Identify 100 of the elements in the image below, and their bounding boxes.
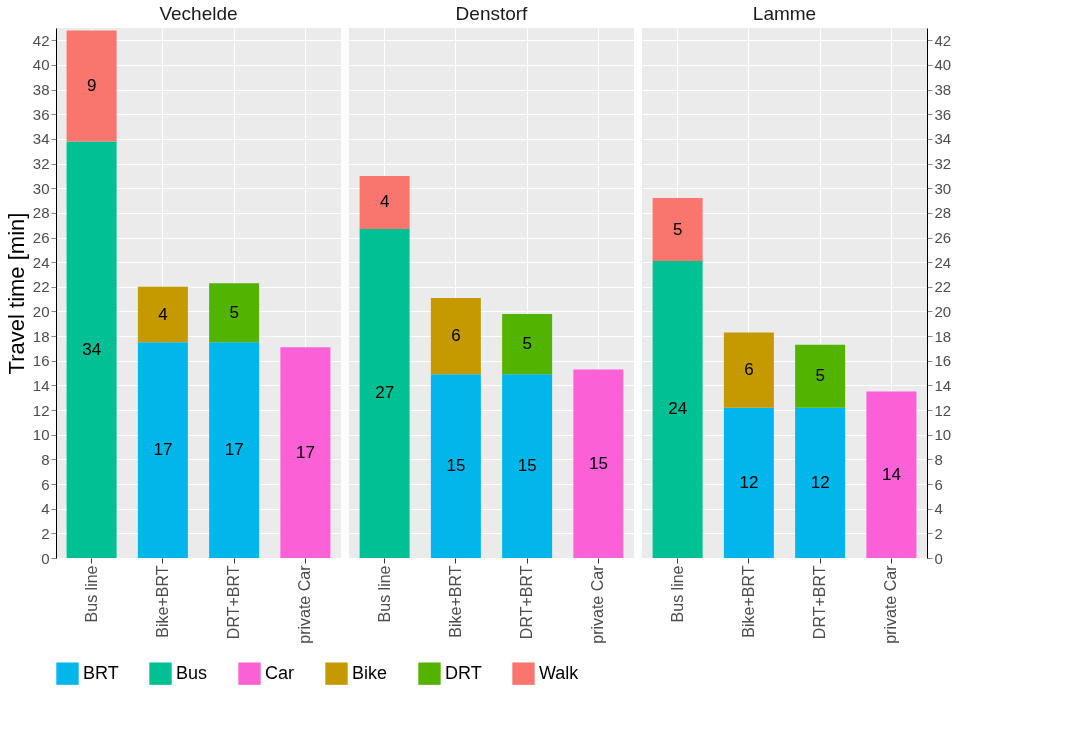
y-tick-label: 6 bbox=[934, 475, 943, 493]
y-tick-label: 14 bbox=[934, 376, 952, 394]
x-tick-label: Bike+BRT bbox=[153, 565, 171, 638]
bar bbox=[430, 374, 481, 558]
y-tick-label: 2 bbox=[934, 524, 943, 542]
chart-title: Denstorf bbox=[455, 3, 529, 24]
y-tick-label: 26 bbox=[934, 229, 952, 247]
y-tick-label: 4 bbox=[934, 500, 943, 518]
data-label: 6 bbox=[451, 326, 461, 346]
y-tick-label: 26 bbox=[32, 229, 50, 247]
y-tick-label: 18 bbox=[934, 327, 952, 345]
data-label: 5 bbox=[815, 366, 825, 386]
legend-label: DRT bbox=[445, 662, 482, 683]
bar bbox=[209, 342, 260, 558]
x-tick-label: Bus line bbox=[375, 565, 393, 623]
x-tick-label: private Car bbox=[296, 564, 314, 644]
data-label: 12 bbox=[739, 472, 759, 492]
data-label: 5 bbox=[672, 219, 683, 239]
data-label: 17 bbox=[295, 442, 315, 462]
y-tick-label: 20 bbox=[32, 302, 50, 320]
chart-title: Lamme bbox=[752, 3, 817, 24]
data-label: 4 bbox=[379, 192, 390, 212]
y-tick-label: 8 bbox=[934, 450, 943, 468]
legend-label: BRT bbox=[83, 662, 119, 683]
y-tick-label: 28 bbox=[32, 204, 50, 222]
y-tick-label: 32 bbox=[32, 155, 50, 173]
y-tick-label: 18 bbox=[32, 327, 50, 345]
y-tick-label: 22 bbox=[934, 278, 952, 296]
bar bbox=[209, 283, 260, 343]
data-label: 24 bbox=[668, 399, 688, 419]
x-tick-label: private Car bbox=[589, 564, 607, 644]
x-tick-label: DRT+BRT bbox=[518, 565, 536, 640]
y-tick-label: 6 bbox=[41, 475, 50, 493]
y-tick-label: 24 bbox=[32, 253, 50, 271]
data-label: 5 bbox=[229, 302, 239, 322]
y-tick-label: 28 bbox=[934, 204, 952, 222]
bar bbox=[502, 313, 553, 375]
data-label: 6 bbox=[744, 360, 754, 380]
data-label: 15 bbox=[588, 453, 608, 473]
y-tick-label: 30 bbox=[934, 179, 952, 197]
y-tick-label: 10 bbox=[934, 426, 952, 444]
data-label: 9 bbox=[86, 75, 97, 95]
y-tick-label: 42 bbox=[32, 31, 50, 49]
y-tick-label: 20 bbox=[934, 302, 952, 320]
y-tick-label: 12 bbox=[934, 401, 952, 419]
data-label: 17 bbox=[153, 440, 173, 460]
y-tick-label: 38 bbox=[934, 81, 952, 99]
y-tick-label: 42 bbox=[934, 31, 952, 49]
bar bbox=[137, 286, 188, 343]
y-tick-label: 4 bbox=[41, 500, 50, 518]
bar bbox=[502, 374, 553, 558]
bar bbox=[795, 344, 846, 408]
data-label: 14 bbox=[881, 464, 901, 484]
y-axis-title: Travel time [min] bbox=[3, 212, 29, 375]
y-tick-label: 22 bbox=[32, 278, 50, 296]
x-tick-label: Bus line bbox=[668, 565, 686, 623]
data-label: 4 bbox=[158, 304, 168, 324]
y-tick-label: 36 bbox=[934, 105, 952, 123]
data-label: 5 bbox=[522, 334, 532, 354]
data-label: 15 bbox=[446, 456, 466, 476]
y-tick-label: 0 bbox=[41, 549, 50, 567]
y-tick-label: 0 bbox=[934, 549, 943, 567]
legend-label: Walk bbox=[539, 662, 580, 683]
legend-label: Car bbox=[265, 662, 295, 683]
bar bbox=[359, 228, 410, 558]
x-tick-label: Bus line bbox=[82, 565, 100, 623]
y-tick-label: 38 bbox=[32, 81, 50, 99]
bar bbox=[137, 342, 188, 558]
x-tick-label: Bike+BRT bbox=[446, 565, 464, 638]
bar bbox=[652, 198, 703, 261]
chart-title: Vechelde bbox=[159, 3, 238, 24]
data-label: 17 bbox=[224, 440, 244, 460]
y-tick-label: 34 bbox=[32, 130, 50, 148]
bar bbox=[652, 260, 703, 558]
y-tick-label: 16 bbox=[32, 352, 50, 370]
y-tick-label: 34 bbox=[934, 130, 952, 148]
bar bbox=[66, 141, 117, 558]
bar bbox=[723, 407, 774, 558]
y-tick-label: 16 bbox=[934, 352, 952, 370]
y-tick-label: 40 bbox=[934, 56, 952, 74]
bar bbox=[795, 407, 846, 558]
bar bbox=[66, 30, 117, 142]
x-tick-label: DRT+BRT bbox=[811, 565, 829, 640]
y-tick-label: 12 bbox=[32, 401, 50, 419]
x-tick-label: private Car bbox=[882, 564, 900, 644]
bar bbox=[359, 175, 410, 229]
legend-label: Bike bbox=[352, 662, 388, 683]
legend-label: Bus bbox=[176, 662, 208, 683]
bar bbox=[280, 347, 331, 558]
bar bbox=[866, 391, 917, 558]
bar bbox=[723, 332, 774, 408]
y-tick-label: 36 bbox=[32, 105, 50, 123]
data-label: 27 bbox=[375, 383, 395, 403]
y-tick-label: 14 bbox=[32, 376, 50, 394]
y-tick-label: 30 bbox=[32, 179, 50, 197]
y-tick-label: 10 bbox=[32, 426, 50, 444]
y-tick-label: 24 bbox=[934, 253, 952, 271]
y-tick-label: 2 bbox=[41, 524, 50, 542]
data-label: 12 bbox=[810, 472, 830, 492]
data-label: 34 bbox=[82, 339, 102, 359]
